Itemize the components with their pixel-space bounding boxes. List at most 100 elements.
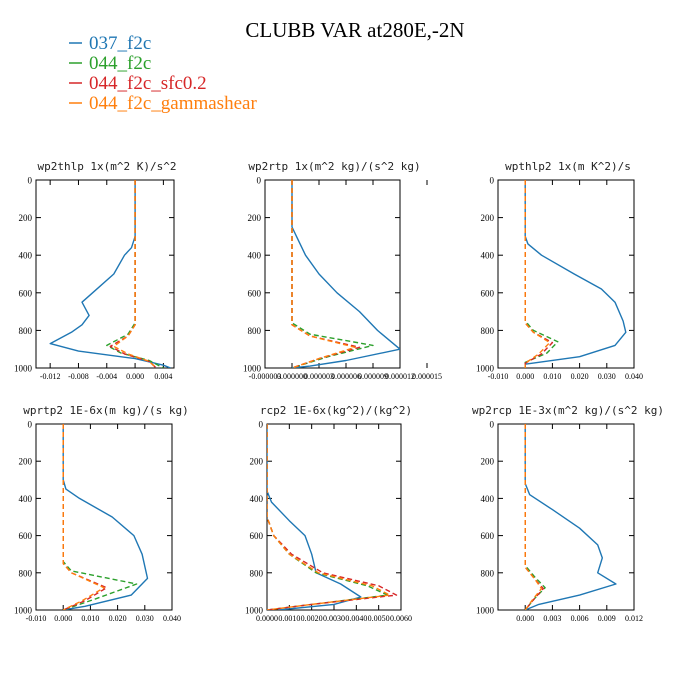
series-line-044-f2c <box>106 180 164 368</box>
x-tick-label: 0.0000 <box>256 614 278 623</box>
y-tick-label: 0 <box>28 420 33 430</box>
x-tick-label: 0.030 <box>136 614 154 623</box>
x-tick-label: 0.000 <box>126 372 144 381</box>
x-tick-label: 0.009 <box>598 614 616 623</box>
x-tick-label: 0.000006 <box>331 372 361 381</box>
x-tick-label: 0.003 <box>543 614 561 623</box>
y-tick-label: 800 <box>19 326 33 336</box>
series-line-044-f2c-sfc0-2 <box>524 180 554 368</box>
series-line-044-f2c-gammashear <box>62 424 105 610</box>
x-tick-label: 0.040 <box>625 372 643 381</box>
y-tick-label: 600 <box>19 288 33 298</box>
y-tick-label: 200 <box>481 213 495 223</box>
y-tick-label: 1000 <box>243 364 262 374</box>
x-tick-label: 0.010 <box>81 614 99 623</box>
y-tick-label: 400 <box>481 251 495 261</box>
x-tick-label: 0.000003 <box>304 372 334 381</box>
legend-entry: 044_f2c_gammashear <box>89 93 257 114</box>
y-tick-label: 0 <box>257 176 262 186</box>
y-tick-label: 1000 <box>245 606 264 616</box>
y-tick-label: 1000 <box>14 606 33 616</box>
plot-frame <box>497 423 635 611</box>
series-line-044-f2c-sfc0-2 <box>291 180 361 368</box>
x-tick-label: 0.0060 <box>390 614 412 623</box>
y-tick-label: 200 <box>19 457 33 467</box>
y-tick-label: 400 <box>250 494 264 504</box>
plot-frame <box>264 179 401 369</box>
chart-panel: rcp2 1E-6x(kg^2)/(kg^2) 0 200 400 600 800 1000… <box>245 404 412 623</box>
x-tick-label: 0.000012 <box>385 372 415 381</box>
plot-frame <box>35 179 175 369</box>
y-tick-label: 200 <box>19 213 33 223</box>
x-tick-label: -0.000003 <box>249 372 282 381</box>
x-tick-label: -0.004 <box>96 372 117 381</box>
chart-panel: wprtp2 1E-6x(m kg)/(s kg) 0 200 400 600 800 10… <box>14 404 189 623</box>
y-tick-label: 800 <box>481 568 495 578</box>
x-tick-label: 0.006 <box>571 614 589 623</box>
y-tick-label: 800 <box>250 568 264 578</box>
series-line-044-f2c-sfc0-2 <box>62 424 108 610</box>
x-tick-label: 0.0020 <box>301 614 323 623</box>
y-tick-label: 600 <box>481 288 495 298</box>
x-tick-label: 0.010 <box>543 372 561 381</box>
series-line-044-f2c <box>291 180 374 368</box>
x-tick-label: -0.008 <box>68 372 89 381</box>
series-line-044-f2c-gammashear <box>291 180 356 368</box>
legend-entry: 044_f2c_sfc0.2 <box>89 73 207 94</box>
series-line-037-f2c <box>291 180 400 368</box>
x-tick-label: 0.0010 <box>278 614 300 623</box>
series-line-044-f2c-gammashear <box>267 424 391 610</box>
x-tick-label: 0.000 <box>516 614 534 623</box>
y-tick-label: 200 <box>481 457 495 467</box>
plot-frame <box>35 423 173 611</box>
plot-frame <box>266 423 402 611</box>
y-tick-label: 600 <box>248 288 262 298</box>
series-line-044-f2c <box>524 424 546 610</box>
x-tick-label: 0.020 <box>571 372 589 381</box>
x-tick-label: 0.004 <box>154 372 172 381</box>
y-tick-label: 200 <box>250 457 264 467</box>
x-tick-label: 0.0040 <box>345 614 367 623</box>
x-tick-label: 0.000 <box>54 614 72 623</box>
y-tick-label: 0 <box>490 176 495 186</box>
chart-panel: wp2rcp 1E-3x(m^2 kg)/(s^2 kg) 0 200 400 600 8… <box>472 404 664 623</box>
panel-title: wp2thlp 1x(m^2 K)/s^2 <box>37 160 176 173</box>
y-tick-label: 0 <box>490 420 495 430</box>
y-tick-label: 800 <box>481 326 495 336</box>
y-tick-label: 400 <box>248 251 262 261</box>
y-tick-label: 600 <box>19 531 33 541</box>
panel-title: wpthlp2 1x(m K^2)/s <box>505 160 631 173</box>
series-line-044-f2c <box>62 424 138 610</box>
series-line-037-f2c <box>62 424 149 610</box>
x-tick-label: 0.012 <box>625 614 643 623</box>
y-tick-label: 0 <box>28 176 33 186</box>
y-tick-label: 0 <box>259 420 264 430</box>
panel-title: wp2rtp 1x(m^2 kg)/(s^2 kg) <box>248 160 420 173</box>
plot-frame <box>497 179 635 369</box>
panel-title: wp2rcp 1E-3x(m^2 kg)/(s^2 kg) <box>472 404 664 417</box>
x-tick-label: 0.000009 <box>358 372 388 381</box>
y-tick-label: 800 <box>19 568 33 578</box>
series-line-044-f2c-gammashear <box>524 180 551 368</box>
figure-title: CLUBB VAR at280E,-2N <box>245 18 464 42</box>
series-line-037-f2c <box>49 180 171 368</box>
x-tick-label: 0.0050 <box>368 614 390 623</box>
x-tick-label: 0.0030 <box>323 614 345 623</box>
chart-panel: wp2rtp 1x(m^2 kg)/(s^2 kg) 0 200 400 600 800 1… <box>243 160 442 381</box>
series-line-037-f2c <box>524 180 627 368</box>
y-tick-label: 200 <box>248 213 262 223</box>
chart-panel: wp2thlp 1x(m^2 K)/s^2 0 200 400 600 800 1000 -0… <box>14 160 177 381</box>
y-tick-label: 600 <box>481 531 495 541</box>
x-tick-label: 0.000015 <box>412 372 442 381</box>
x-tick-label: 0.020 <box>109 614 127 623</box>
y-tick-label: 1000 <box>476 364 495 374</box>
x-tick-label: -0.010 <box>488 372 509 381</box>
y-tick-label: 1000 <box>476 606 495 616</box>
panel-title: wprtp2 1E-6x(m kg)/(s kg) <box>23 404 189 417</box>
y-tick-label: 1000 <box>14 364 33 374</box>
legend-entry: 044_f2c <box>89 53 151 74</box>
chart-panel: wpthlp2 1x(m K^2)/s 0 200 400 600 800 1000-0.0… <box>476 160 643 381</box>
x-tick-label: 0.040 <box>163 614 181 623</box>
legend-entry: 037_f2c <box>89 33 151 54</box>
